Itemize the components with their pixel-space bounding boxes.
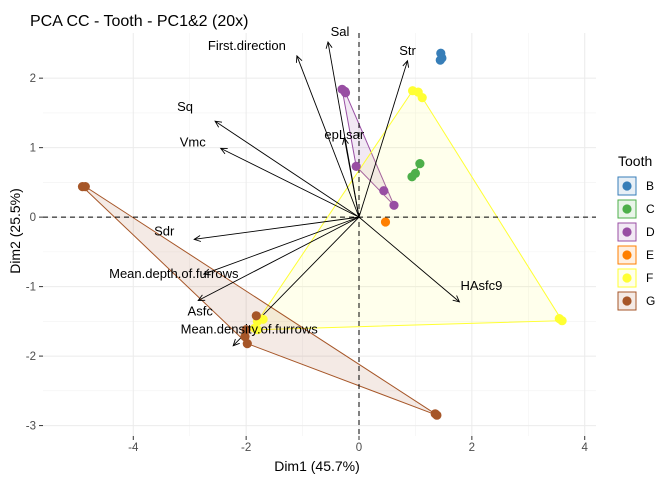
legend-label-F: F xyxy=(646,271,653,285)
point-G xyxy=(251,311,261,321)
y-tick-label: 0 xyxy=(30,212,36,224)
variable-label-vmc: Vmc xyxy=(180,134,207,149)
x-tick-label: -4 xyxy=(128,442,139,454)
x-tick-label: 2 xyxy=(469,442,475,454)
axis-ticks: -4 -2 0 2 4 -3 -2 -1 0 1 2 xyxy=(26,73,589,454)
variable-label-sal: Sal xyxy=(331,24,350,39)
legend-label-B: B xyxy=(646,179,654,193)
variable-label-sq: Sq xyxy=(177,99,193,114)
variable-label-sdr: Sdr xyxy=(154,223,175,238)
point-G xyxy=(80,182,90,192)
point-D xyxy=(389,200,399,210)
arrowhead-mean-depth-of-furrows xyxy=(202,268,211,276)
variable-label-mean-depth-of-furrows: Mean.depth.of.furrows xyxy=(109,266,239,281)
point-D xyxy=(351,161,361,171)
point-C xyxy=(415,159,425,169)
chart-title: PCA CC - Tooth - PC1&2 (20x) xyxy=(30,13,248,30)
point-F xyxy=(252,325,262,335)
legend-label-G: G xyxy=(646,294,655,308)
legend-title: Tooth xyxy=(618,153,652,169)
legend-dot-F xyxy=(622,273,632,283)
arrowhead-asfc xyxy=(197,294,206,301)
arrowhead-mean-density-of-furrows xyxy=(232,338,240,347)
variable-label-eplsar: epLsar xyxy=(324,127,364,142)
arrowhead-sq xyxy=(214,120,223,128)
arrow-eplsar xyxy=(343,137,360,218)
individual-points xyxy=(77,48,567,420)
arrowhead-first-direction xyxy=(295,54,303,63)
y-tick-label: -3 xyxy=(26,421,36,433)
arrow-mean-depth-of-furrows xyxy=(203,216,360,275)
arrow-vmc xyxy=(220,147,360,218)
arrowhead-sal xyxy=(325,40,333,49)
point-G xyxy=(242,339,252,349)
point-F xyxy=(557,316,567,326)
point-D xyxy=(379,186,389,196)
point-D xyxy=(340,88,351,98)
arrowhead-sdr xyxy=(193,235,202,242)
legend-dot-B xyxy=(622,181,632,191)
point-G xyxy=(432,410,442,420)
arrow-str xyxy=(358,60,408,218)
legend-label-E: E xyxy=(646,248,654,262)
y-axis-title: Dim2 (25.5%) xyxy=(7,188,23,274)
x-tick-label: 0 xyxy=(356,442,362,454)
legend-dot-E xyxy=(622,250,632,260)
arrowhead-eplsar xyxy=(342,136,349,145)
legend-dot-C xyxy=(622,204,632,214)
variable-label-asfc: Asfc xyxy=(188,304,214,319)
variable-label-hasfc9: HAsfc9 xyxy=(460,278,502,293)
legend-dot-D xyxy=(622,227,632,237)
arrow-asfc xyxy=(197,216,360,301)
point-F xyxy=(417,93,427,103)
point-G xyxy=(241,325,251,335)
plot-panel xyxy=(43,33,596,436)
point-G xyxy=(240,332,250,342)
variable-labels: Sal Str First.direction Sq Vmc epLsar Sdr Mean.… xyxy=(109,24,502,337)
arrowhead-hasfc9 xyxy=(452,295,461,303)
reference-lines xyxy=(43,33,596,436)
arrow-first-direction xyxy=(296,55,360,218)
arrowhead-vmc xyxy=(219,147,228,155)
y-tick-label: -2 xyxy=(26,351,36,363)
point-C xyxy=(407,172,417,182)
x-tick-label: 4 xyxy=(582,442,589,454)
legend-label-C: C xyxy=(646,202,655,216)
legend-dot-G xyxy=(622,296,632,306)
arrow-sdr xyxy=(194,216,360,240)
arrow-hasfc9 xyxy=(358,216,460,303)
point-F xyxy=(258,314,268,324)
y-tick-label: 2 xyxy=(30,73,36,85)
arrow-sq xyxy=(214,120,360,218)
x-tick-label: -2 xyxy=(241,442,251,454)
y-tick-label: -1 xyxy=(26,282,36,294)
point-B xyxy=(435,55,445,65)
variable-label-mean-density-of-furrows: Mean.density.of.furrows xyxy=(181,322,319,337)
variable-label-str: Str xyxy=(399,43,416,58)
legend-label-D: D xyxy=(646,225,655,239)
arrowhead-str xyxy=(402,59,410,68)
point-E xyxy=(380,217,391,227)
x-axis-title: Dim1 (45.7%) xyxy=(274,458,360,474)
variable-label-first-direction: First.direction xyxy=(208,38,286,53)
y-tick-label: 1 xyxy=(30,143,36,155)
